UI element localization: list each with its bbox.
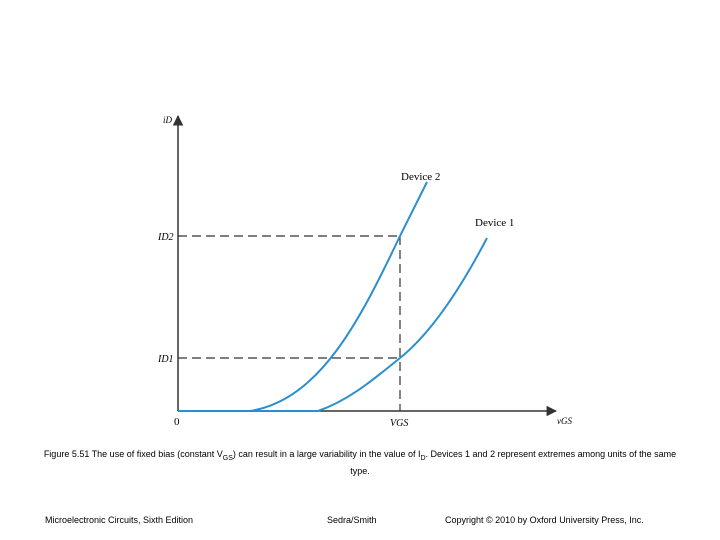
vgs-label: VGS (390, 418, 408, 429)
footer-book-title: Microelectronic Circuits, Sixth Edition (45, 515, 194, 525)
device-2-label: Device 2 (401, 171, 440, 183)
id1-label: ID1 (157, 354, 174, 365)
device-1-curve (250, 237, 488, 412)
device-1-label: Device 1 (475, 217, 514, 229)
x-axis-label: vGS (557, 416, 572, 426)
footer-authors: Sedra/Smith (327, 515, 377, 525)
origin-label: 0 (174, 416, 180, 428)
id2-label: ID2 (157, 232, 174, 243)
device-2-curve (178, 181, 428, 412)
figure-caption: Figure 5.51 The use of fixed bias (const… (43, 449, 677, 476)
y-axis-label: iD (163, 115, 173, 125)
footer-copyright: Copyright © 2010 by Oxford University Pr… (445, 515, 644, 525)
